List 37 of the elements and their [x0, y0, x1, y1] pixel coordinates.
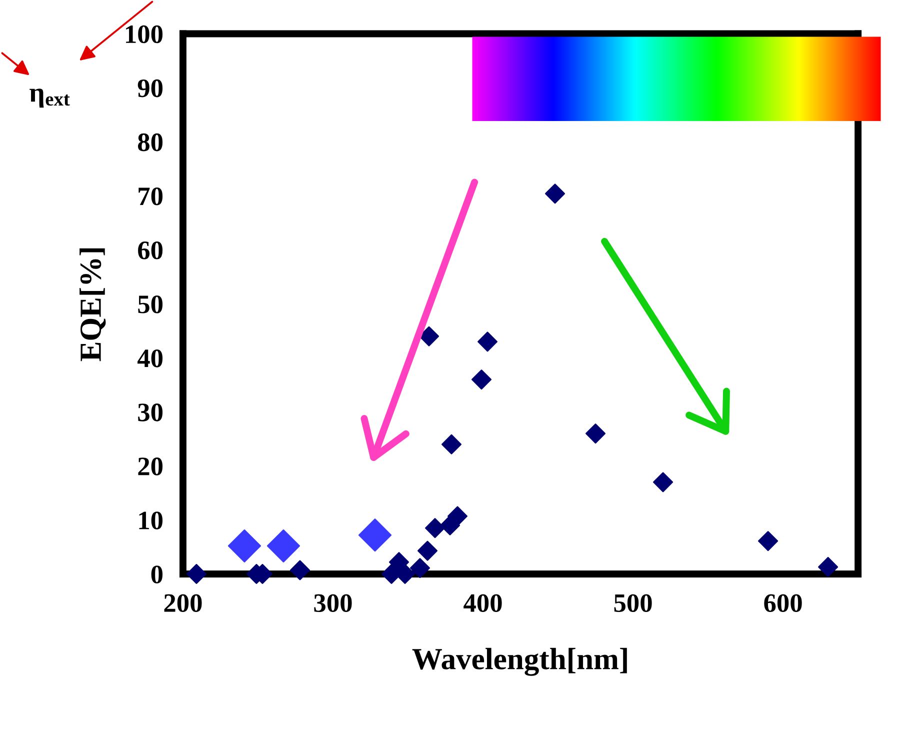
x-tick-label: 400 [464, 594, 502, 612]
x-tick-label: 500 [614, 594, 652, 612]
point [477, 332, 498, 352]
point [388, 552, 410, 572]
y-tick-label: 70 [138, 187, 163, 206]
y-tick-label: 60 [138, 241, 163, 260]
point [758, 531, 778, 552]
y-tick-label: 100 [126, 25, 163, 44]
point [471, 369, 492, 390]
point [410, 558, 430, 578]
y-tick-label: 80 [138, 133, 163, 152]
point [186, 564, 206, 584]
y-axis-title: EQE[%] [80, 248, 106, 362]
y-tick-label: 20 [138, 458, 163, 476]
point [424, 518, 446, 538]
y-tick-label: 40 [137, 350, 163, 368]
y-tick-label: 10 [139, 512, 163, 530]
x-axis-title: Wavelength[nm] [412, 648, 627, 676]
y-tick-label: 50 [138, 295, 163, 314]
y-tick-label: 0 [151, 566, 163, 584]
point [545, 184, 566, 204]
x-tick-label: 200 [164, 594, 202, 612]
x-tick-label: 600 [764, 594, 802, 612]
y-tick-label: 30 [138, 404, 163, 422]
text: η$_{ext}$ [30, 88, 70, 108]
point [586, 424, 606, 444]
point [417, 540, 438, 561]
point [818, 556, 838, 577]
point [358, 518, 392, 552]
x-tick-label: 300 [314, 594, 352, 612]
point [228, 529, 261, 562]
point [441, 434, 462, 454]
point [266, 529, 300, 562]
point [447, 506, 468, 526]
y-tick-label: 90 [138, 79, 163, 98]
point [653, 472, 674, 492]
point [290, 560, 310, 580]
